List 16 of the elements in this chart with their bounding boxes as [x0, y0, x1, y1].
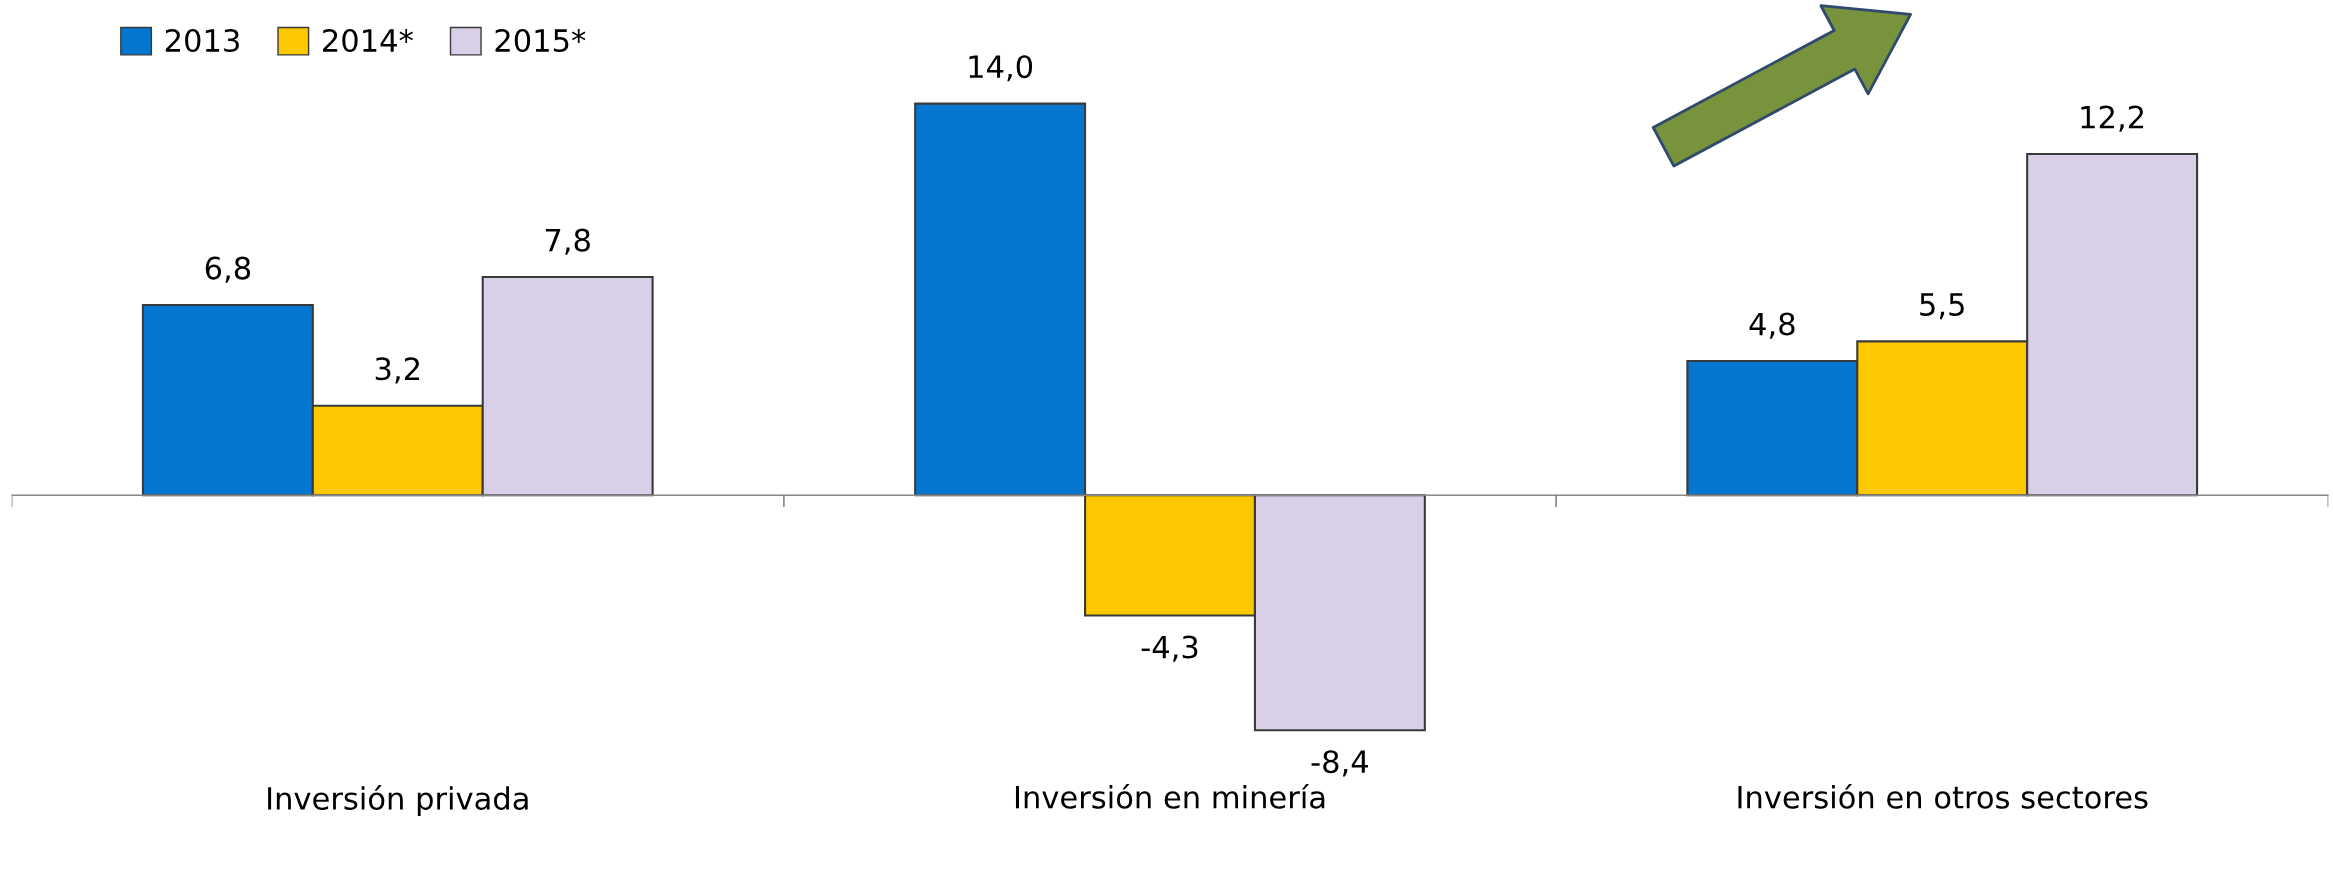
legend-label: 2013 — [165, 28, 239, 53]
data-label: 5,5 — [1920, 293, 1964, 320]
data-label: 14,0 — [969, 55, 1033, 82]
legend-label: 2014* — [323, 28, 413, 53]
data-label: -4,3 — [1141, 635, 1198, 662]
data-label: 12,2 — [2081, 105, 2144, 132]
x-tick-label: Inversión privada — [268, 785, 528, 816]
data-label: 4,8 — [1749, 312, 1795, 339]
legend-label: 2015* — [495, 28, 586, 53]
data-label: 6,8 — [205, 256, 251, 283]
x-tick-label: Inversión en otros sectores — [1738, 783, 2148, 809]
data-label: 7,8 — [545, 228, 590, 255]
data-label: 3,2 — [375, 357, 420, 384]
x-tick-label: Inversión en minería — [1015, 783, 1325, 809]
data-label: -8,4 — [1311, 750, 1368, 777]
bar — [914, 102, 1087, 497]
